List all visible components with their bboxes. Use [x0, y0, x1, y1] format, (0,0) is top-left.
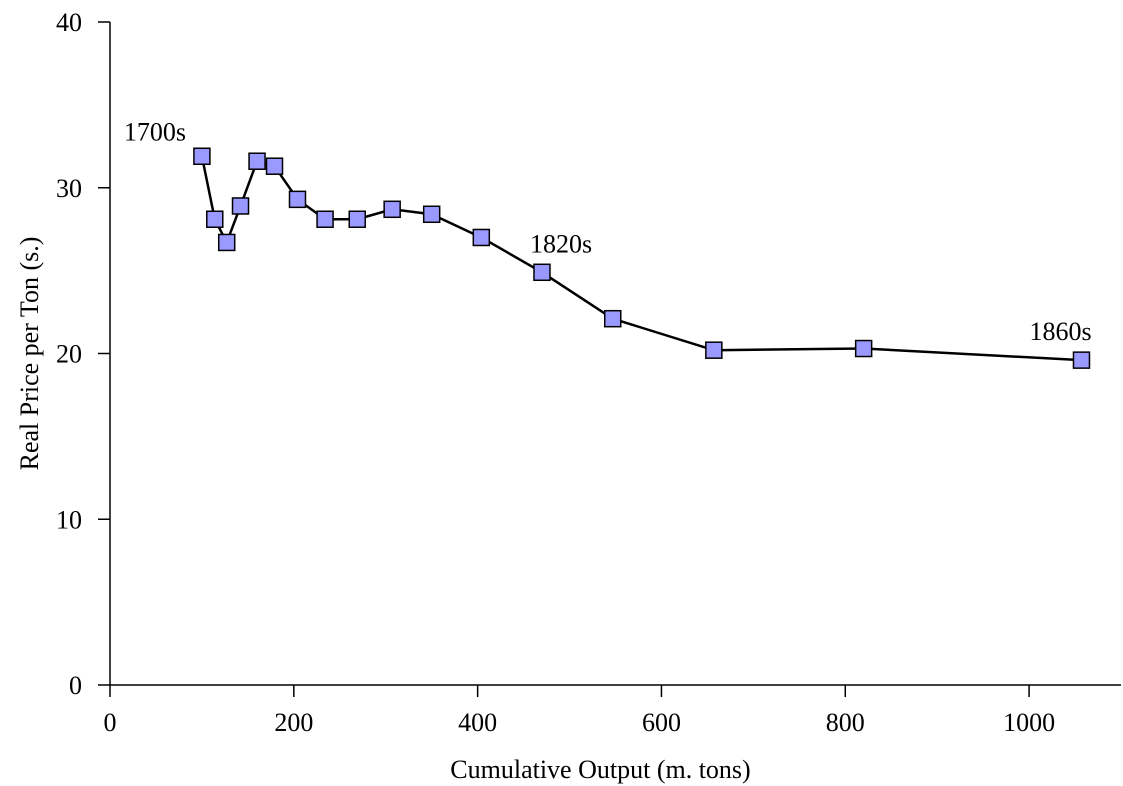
data-point-marker — [288, 190, 307, 209]
x-tick-label: 200 — [274, 708, 313, 737]
y-ticks-group: 0 10 20 30 40 — [56, 8, 110, 700]
data-point-marker — [472, 228, 491, 247]
data-point-marker — [705, 341, 723, 359]
data-point-marker — [316, 210, 334, 228]
series-line-group — [200, 156, 1082, 362]
data-point-marker — [265, 157, 284, 175]
y-tick-label: 10 — [56, 505, 82, 534]
annotation-label: 1820s — [530, 229, 592, 258]
x-tick-label: 600 — [642, 708, 681, 737]
data-point-marker — [854, 339, 873, 358]
y-tick-label: 20 — [56, 340, 82, 369]
y-tick-label: 30 — [56, 174, 82, 203]
x-tick-label: 1000 — [1003, 708, 1055, 737]
series-line — [200, 156, 1082, 362]
data-point-marker — [193, 147, 211, 166]
data-point-marker — [533, 263, 551, 282]
y-tick-label: 40 — [56, 8, 82, 37]
y-axis-title: Real Price per Ton (s.) — [15, 237, 44, 471]
series-markers-group — [193, 147, 1091, 369]
annotations-group: 1700s 1820s 1860s — [124, 117, 1092, 346]
data-point-marker — [217, 233, 236, 252]
data-point-marker — [231, 197, 250, 215]
annotation-label: 1860s — [1029, 317, 1091, 346]
y-tick-label: 0 — [69, 671, 82, 700]
data-point-marker — [348, 210, 366, 228]
data-point-marker — [603, 309, 622, 328]
x-tick-label: 400 — [458, 708, 497, 737]
x-tick-label: 0 — [104, 708, 117, 737]
data-point-marker — [206, 210, 224, 228]
data-point-marker — [248, 152, 266, 170]
x-axis-title: Cumulative Output (m. tons) — [450, 755, 750, 784]
x-tick-label: 800 — [826, 708, 865, 737]
data-point-marker — [422, 205, 441, 224]
data-point-marker — [383, 200, 401, 219]
x-ticks-group: 0 200 400 600 800 1000 — [104, 685, 1055, 737]
data-point-marker — [1072, 351, 1091, 369]
annotation-label: 1700s — [124, 117, 186, 146]
